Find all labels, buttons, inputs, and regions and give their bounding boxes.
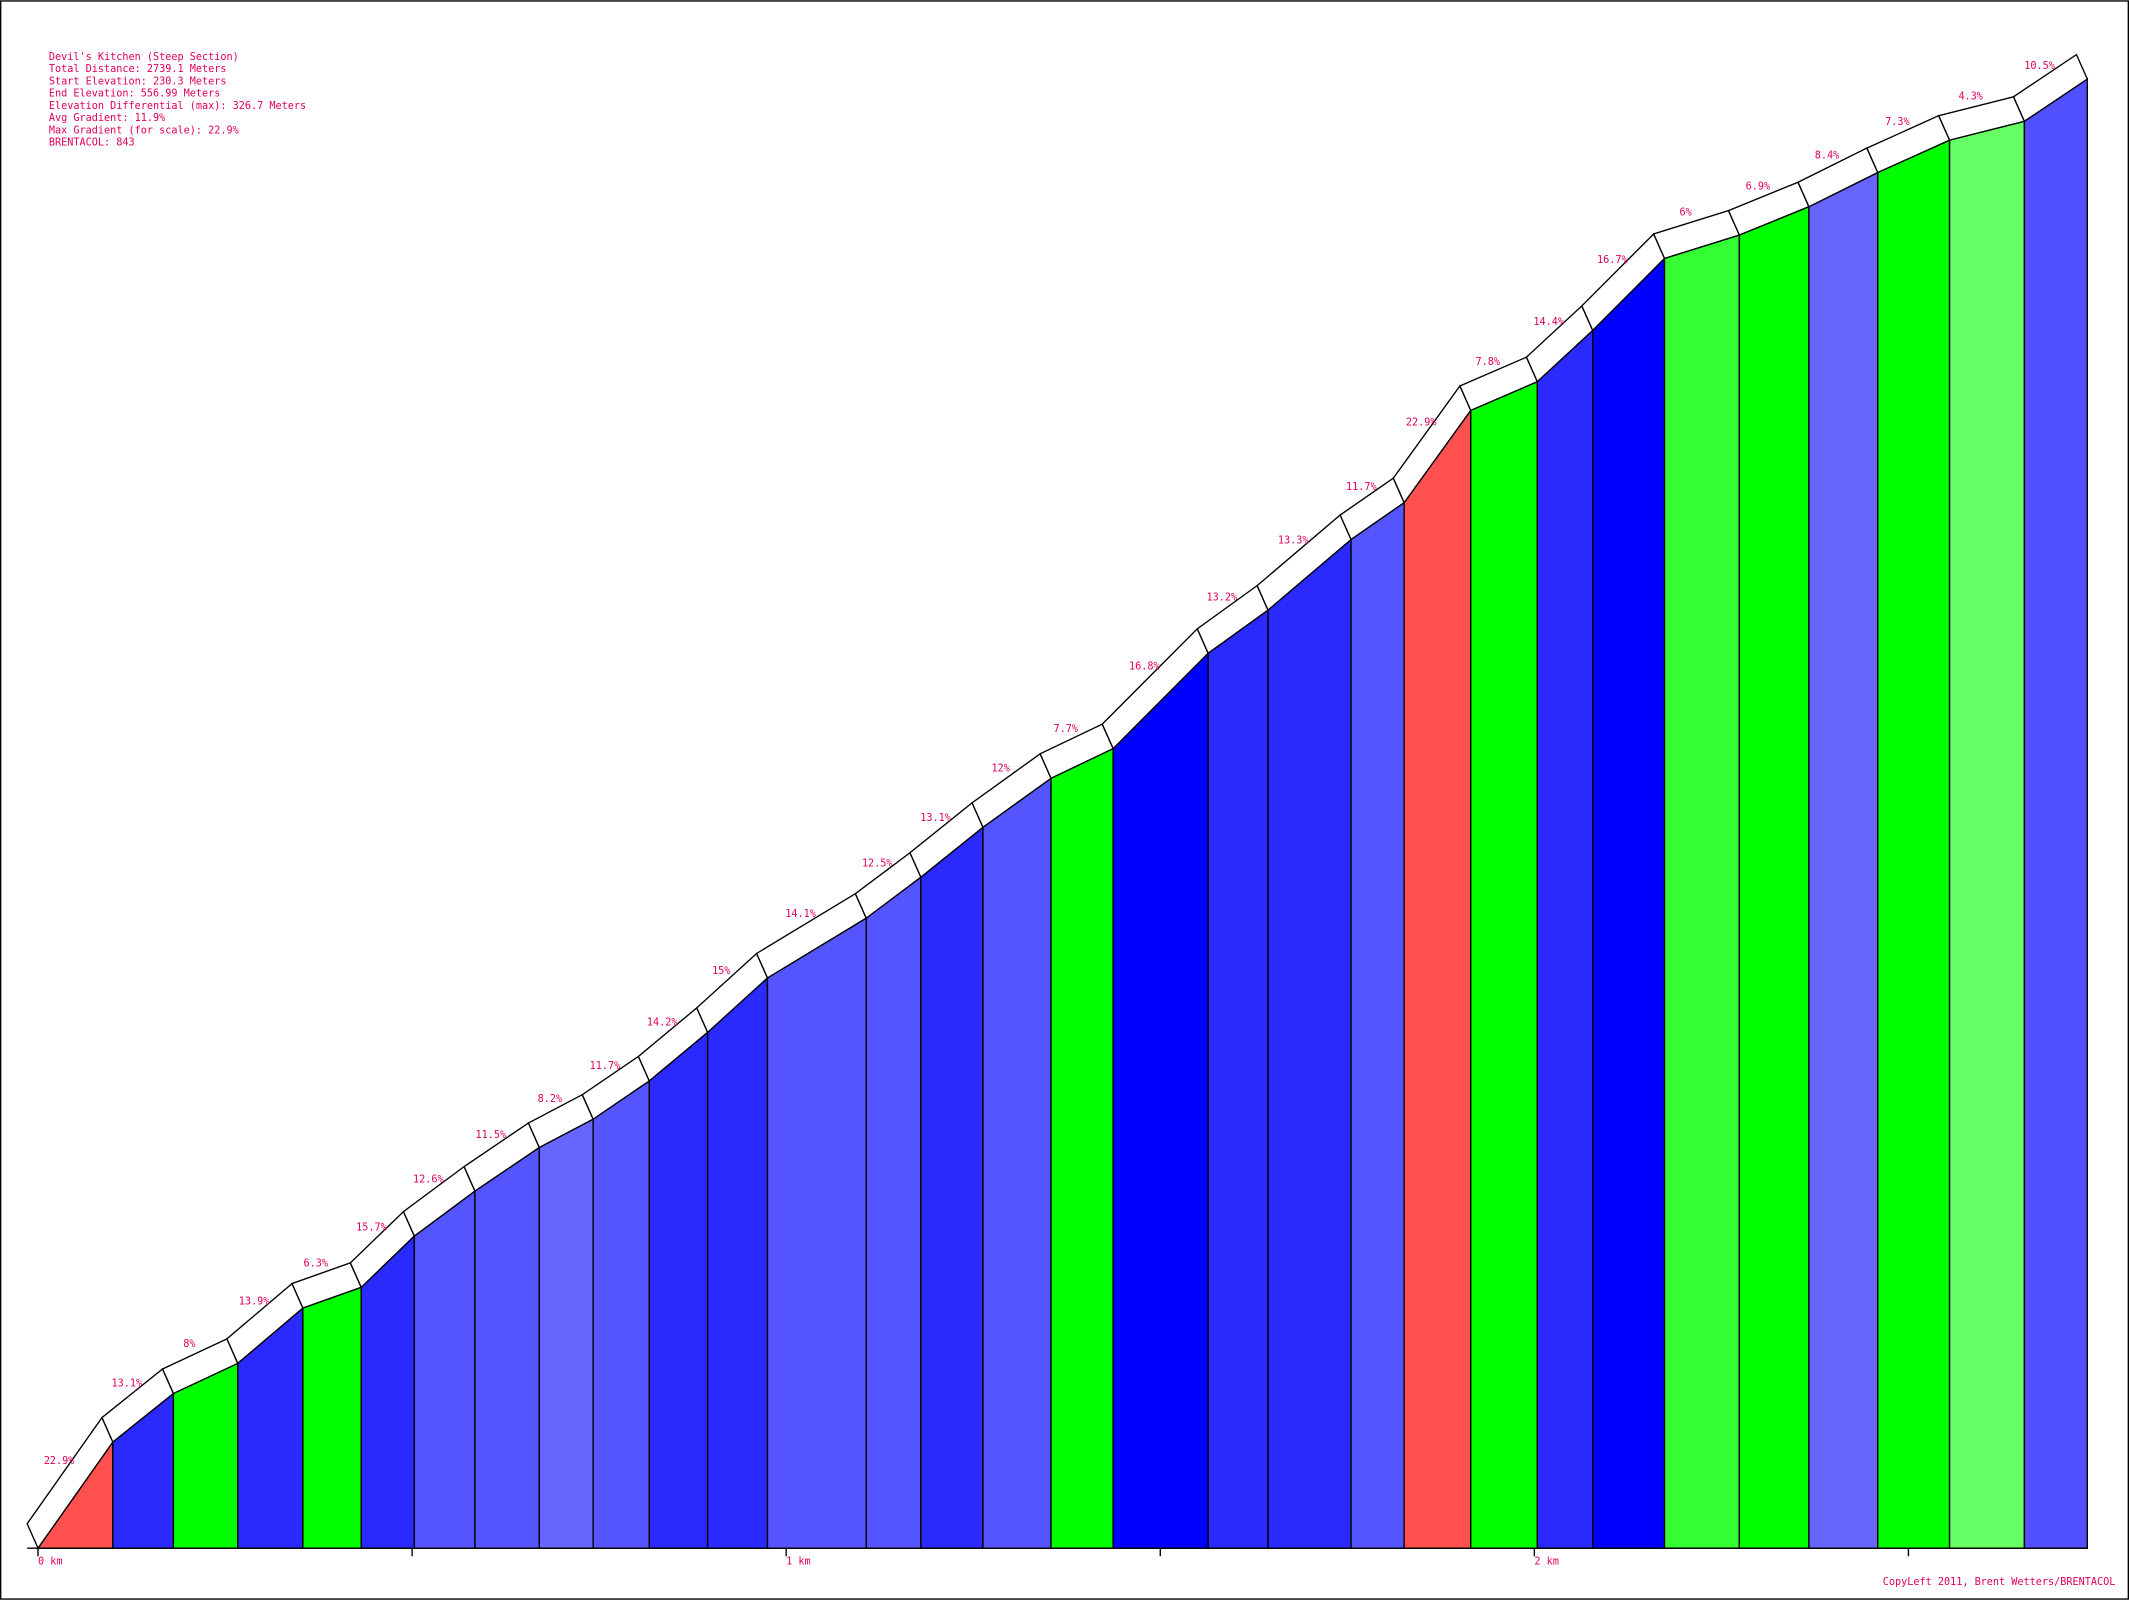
x-tick-label: 1 km xyxy=(786,1556,810,1567)
gradient-label: 11.7% xyxy=(1346,482,1377,493)
segment xyxy=(1948,120,2026,1549)
gradient-label: 6.9% xyxy=(1746,182,1771,193)
segment xyxy=(1738,205,1810,1549)
gradient-label: 15.7% xyxy=(356,1222,387,1233)
footer: CopyLeft 2011, Brent Wetters/BRENTACOL xyxy=(1883,1577,2116,1588)
segment xyxy=(1877,139,1951,1549)
segment xyxy=(982,776,1052,1549)
segment xyxy=(2023,77,2088,1549)
gradient-label: 13.2% xyxy=(1206,592,1237,603)
stat-line: Total Distance: 2739.1 Meters xyxy=(49,64,227,75)
stat-line: Devil's Kitchen (Steep Section) xyxy=(49,52,239,63)
segment xyxy=(1536,328,1594,1549)
segment xyxy=(360,1234,416,1549)
slope-band xyxy=(2012,53,2089,123)
gradient-label: 11.7% xyxy=(590,1061,621,1072)
segment xyxy=(474,1146,540,1549)
gradient-label: 12% xyxy=(992,764,1010,775)
segment xyxy=(1592,256,1666,1549)
gradient-label: 12.6% xyxy=(413,1174,444,1185)
segment xyxy=(1350,501,1405,1549)
gradient-label: 7.7% xyxy=(1054,724,1079,735)
segment xyxy=(538,1118,594,1549)
segment xyxy=(865,875,922,1549)
gradient-label: 13.1% xyxy=(920,813,951,824)
segment xyxy=(1050,747,1114,1549)
gradient-label: 13.9% xyxy=(239,1296,270,1307)
segment xyxy=(172,1362,239,1549)
gradient-label: 8.2% xyxy=(538,1094,563,1105)
stat-line: BRENTACOL: 843 xyxy=(49,138,135,149)
gradient-label: 14.1% xyxy=(785,909,816,920)
gradient-label: 12.5% xyxy=(862,858,893,869)
stat-line: Max Gradient (for scale): 22.9% xyxy=(49,125,239,136)
segment xyxy=(1808,171,1879,1549)
segment xyxy=(648,1030,709,1549)
segment xyxy=(1112,651,1209,1549)
gradient-label: 15% xyxy=(712,966,730,977)
gradient-label: 6.3% xyxy=(304,1258,329,1269)
gradient-label: 22.9% xyxy=(1406,417,1437,428)
segment xyxy=(1207,608,1269,1549)
segment xyxy=(413,1189,476,1549)
segment xyxy=(1470,380,1539,1549)
gradient-label: 8% xyxy=(183,1339,195,1350)
segment xyxy=(302,1286,362,1549)
segment xyxy=(1663,234,1741,1549)
x-tick-label: 2 km xyxy=(1534,1556,1559,1567)
gradient-label: 7.8% xyxy=(1476,357,1501,368)
gradient-label: 6% xyxy=(1680,207,1692,218)
gradient-label: 7.3% xyxy=(1885,117,1910,128)
gradient-label: 14.2% xyxy=(647,1017,678,1028)
segment xyxy=(1267,537,1352,1549)
gradient-label: 4.3% xyxy=(1958,91,1983,102)
x-tick-label: 0 km xyxy=(38,1556,63,1567)
gradient-label: 22.9% xyxy=(44,1456,75,1467)
stat-line: End Elevation: 556.99 Meters xyxy=(49,89,220,100)
gradient-label: 16.8% xyxy=(1129,662,1160,673)
segment xyxy=(1403,408,1472,1549)
gradient-label: 16.7% xyxy=(1597,255,1628,266)
segment xyxy=(592,1079,650,1549)
gradient-label: 11.5% xyxy=(476,1130,507,1141)
segment xyxy=(766,916,867,1549)
segment xyxy=(706,976,769,1549)
stat-line: Start Elevation: 230.3 Meters xyxy=(49,76,227,87)
stat-line: Elevation Differential (max): 326.7 Mete… xyxy=(49,101,306,112)
stat-line: Avg Gradient: 11.9% xyxy=(49,113,165,124)
gradient-label: 14.4% xyxy=(1533,317,1564,328)
gradient-label: 13.1% xyxy=(112,1378,143,1389)
gradient-label: 10.5% xyxy=(2024,61,2055,72)
gradient-label: 13.3% xyxy=(1278,536,1309,547)
gradient-label: 8.4% xyxy=(1815,150,1840,161)
segment xyxy=(920,825,984,1549)
